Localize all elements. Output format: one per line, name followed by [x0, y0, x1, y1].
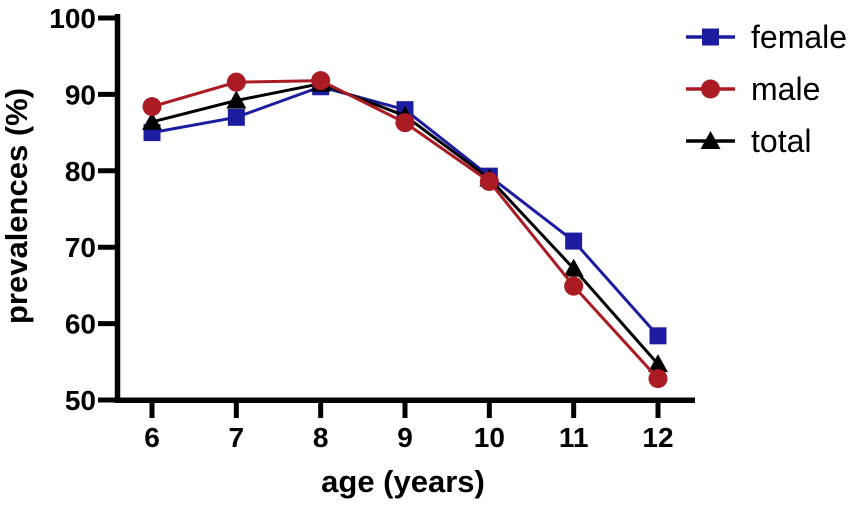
y-tick-label: 90 — [65, 79, 96, 110]
female-marker — [649, 327, 667, 345]
x-tick-label: 11 — [559, 422, 589, 453]
legend-label-female: female — [751, 19, 847, 55]
x-tick-label: 9 — [397, 422, 413, 453]
x-axis-title: age (years) — [321, 464, 485, 499]
x-tick-label: 8 — [313, 422, 329, 453]
y-tick-label: 80 — [65, 156, 96, 187]
male-marker — [648, 369, 668, 389]
male-marker — [311, 71, 331, 91]
legend-label-male: male — [751, 71, 820, 107]
legend-label-total: total — [751, 123, 811, 159]
y-tick-label: 70 — [65, 232, 96, 263]
series-male — [142, 71, 668, 389]
male-marker — [142, 97, 162, 117]
x-tick-label: 12 — [642, 422, 673, 453]
y-tick-label: 100 — [49, 3, 96, 34]
x-tick-label: 7 — [229, 422, 245, 453]
y-axis-title: prevalences (%) — [0, 88, 34, 324]
female-legend-marker — [702, 28, 719, 46]
total-marker — [226, 90, 247, 109]
total-marker — [563, 258, 584, 277]
x-tick-label: 10 — [474, 422, 505, 453]
female-marker — [565, 232, 583, 250]
total-legend-marker — [700, 131, 721, 149]
legend: female male total — [686, 19, 847, 159]
male-marker — [479, 171, 499, 191]
legend-key-male — [686, 79, 735, 99]
legend-key-female — [686, 28, 735, 46]
female-marker — [227, 108, 245, 126]
x-tick-labels: 6 7 8 9 10 11 12 — [144, 422, 673, 453]
axes — [114, 14, 695, 403]
y-tick-label: 60 — [65, 309, 96, 340]
y-tick-labels: 100 90 80 70 60 50 — [49, 3, 96, 416]
y-tick-label: 50 — [65, 385, 96, 416]
male-marker — [226, 72, 246, 92]
x-tick-label: 6 — [144, 422, 160, 453]
legend-key-total — [686, 131, 735, 149]
male-marker — [395, 113, 415, 133]
male-legend-marker — [701, 79, 720, 99]
total-marker — [142, 111, 162, 130]
tick-marks — [98, 15, 661, 418]
total-marker — [648, 354, 668, 373]
male-marker — [564, 276, 584, 296]
